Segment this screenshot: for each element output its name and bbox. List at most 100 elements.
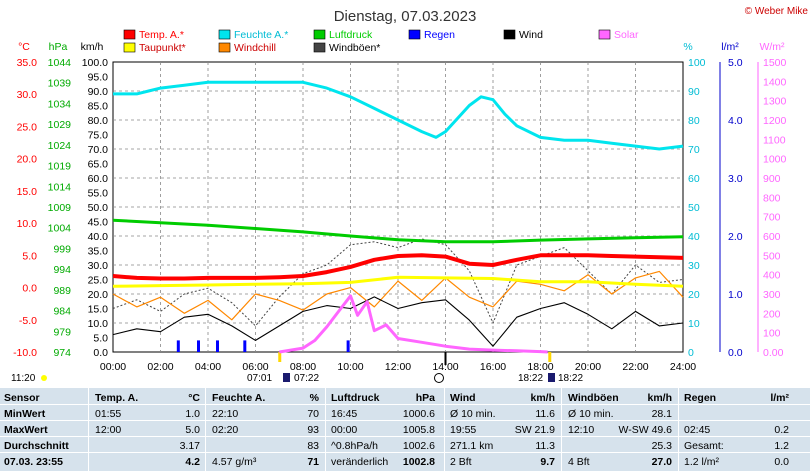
tick-kmh: 0.0 [93,347,108,359]
tick-wm2: 1300 [763,96,787,108]
tick-wm2: 900 [763,173,781,185]
tick-kmh: 55.0 [88,188,109,200]
tick-hpa: 999 [53,243,71,255]
tick-pct: 50 [688,202,700,214]
table-cell: 5.0 [185,424,200,436]
table-cell: 02:45 [684,424,711,436]
table-row-separator [0,420,810,421]
tick-hpa: 1044 [48,57,72,69]
table-cell: MinWert [4,408,46,420]
tick-hpa: 1004 [48,223,72,235]
tick-pct: 20 [688,289,700,301]
legend-swatch [123,42,136,53]
table-cell: 3.17 [179,440,200,452]
table-column-separator [444,388,445,471]
tick-pct: 70 [688,144,700,156]
table-header-cell: % [309,392,319,404]
tick-pct: 0 [688,347,694,359]
table-cell: ^0.8hPa/h [331,440,378,452]
sunset-label: 18:22 [518,373,543,384]
table-cell: 07.03. 23:55 [4,456,63,468]
table-cell: 1.0 [185,408,200,420]
table-column-separator [678,388,679,471]
table-cell: veränderlich [331,456,389,468]
legend-swatch [218,42,231,53]
tick-time: 16:00 [480,361,506,373]
tick-kmh: 75.0 [88,130,109,142]
legend-swatch [123,29,136,40]
dawn-label: 07:22 [294,373,319,384]
legend-swatch [313,42,326,53]
table-header-cell: °C [188,392,200,404]
legend-label: Feuchte A.* [234,29,288,41]
tick-time: 18:00 [527,361,553,373]
sunrise-label: 07:01 [247,373,272,384]
table-cell: Gesamt: [684,440,724,452]
table-cell: 12:10 [568,424,595,436]
sunrise-marker [278,352,282,362]
moon-icon [41,375,47,381]
legend-swatch [313,29,326,40]
table-column-separator [88,388,89,471]
tick-wm2: 500 [763,250,781,262]
table-header-cell: Feuchte A. [212,392,266,404]
tick-time: 24:00 [670,361,696,373]
tick-temp: -5.0 [19,315,37,327]
table-row-separator [0,436,810,437]
legend-label: Wind [519,29,543,41]
series-feuchte-a [113,80,684,151]
tick-pct: 90 [688,86,700,98]
tick-kmh: 10.0 [88,318,109,330]
tick-time: 20:00 [575,361,601,373]
legend-swatch [503,29,516,40]
table-header-cell: Windböen [568,392,619,404]
table-row-separator [0,404,810,405]
tick-hpa: 1014 [48,181,72,193]
tick-wm2: 200 [763,308,781,320]
tick-temp: 0.0 [22,283,37,295]
table-cell: 4 Bft [568,456,590,468]
tick-kmh: 50.0 [88,202,109,214]
legend-label: Temp. A.* [139,29,184,41]
tick-hpa: 1024 [48,140,72,152]
tick-time: 08:00 [290,361,316,373]
table-cell: Durchschnitt [4,440,69,452]
tick-wm2: 700 [763,212,781,224]
sunset-marker [548,352,552,362]
tick-temp: 15.0 [17,186,38,198]
tick-temp: 5.0 [22,250,37,262]
tick-time: 22:00 [622,361,648,373]
table-cell: MaxWert [4,424,48,436]
tick-temp: 20.0 [17,154,38,166]
tick-time: 02:00 [147,361,173,373]
moonrise-label: 11:20 [11,373,36,384]
rain-bar [197,340,200,352]
unit-wm2: W/m² [759,41,785,53]
chart-title: Dienstag, 07.03.2023 [334,8,477,25]
tick-wm2: 0.00 [763,347,784,359]
table-cell: 1002.6 [402,440,435,452]
table-cell: 28.1 [651,408,672,420]
tick-kmh: 80.0 [88,115,109,127]
unit-lm2: l/m² [721,41,739,53]
tick-wm2: 400 [763,270,781,282]
tick-wm2: 1000 [763,154,787,166]
tick-pct: 100 [688,57,706,69]
tick-lm2: 4.0 [728,115,743,127]
tick-time: 04:00 [195,361,221,373]
rain-bar [176,340,180,352]
tick-temp: 10.0 [17,218,38,230]
tick-hpa: 1019 [48,161,72,173]
table-cell: 83 [307,440,319,452]
table-cell: 271.1 km [450,440,494,452]
series-luftdruck [112,218,684,244]
table-cell: 11.3 [535,440,555,452]
table-header-cell: Regen [684,392,717,404]
tick-kmh: 25.0 [88,275,109,287]
unit-pct: % [683,41,692,53]
tick-pct: 30 [688,260,700,272]
tick-kmh: 30.0 [88,260,109,272]
table-cell: 4.57 g/m³ [212,456,257,468]
table-header-cell: l/m² [770,392,789,404]
series-solar [279,294,548,354]
